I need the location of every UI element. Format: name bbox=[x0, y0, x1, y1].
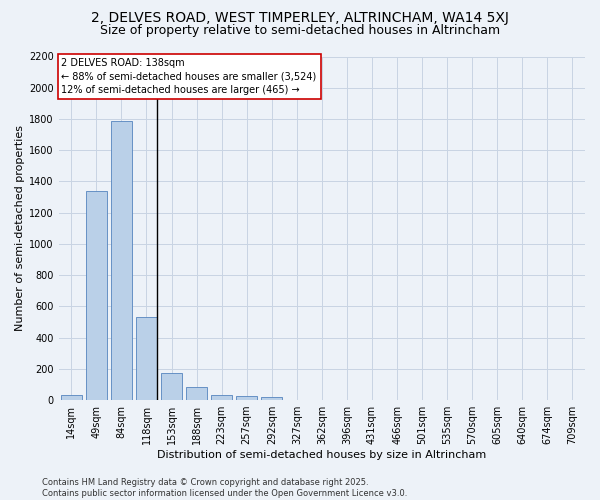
Bar bbox=[61, 396, 82, 400]
Bar bbox=[261, 398, 283, 400]
Bar bbox=[86, 191, 107, 400]
Bar bbox=[236, 396, 257, 400]
X-axis label: Distribution of semi-detached houses by size in Altrincham: Distribution of semi-detached houses by … bbox=[157, 450, 487, 460]
Text: Size of property relative to semi-detached houses in Altrincham: Size of property relative to semi-detach… bbox=[100, 24, 500, 37]
Text: Contains HM Land Registry data © Crown copyright and database right 2025.
Contai: Contains HM Land Registry data © Crown c… bbox=[42, 478, 407, 498]
Text: 2, DELVES ROAD, WEST TIMPERLEY, ALTRINCHAM, WA14 5XJ: 2, DELVES ROAD, WEST TIMPERLEY, ALTRINCH… bbox=[91, 11, 509, 25]
Text: 2 DELVES ROAD: 138sqm
← 88% of semi-detached houses are smaller (3,524)
12% of s: 2 DELVES ROAD: 138sqm ← 88% of semi-deta… bbox=[61, 58, 317, 94]
Bar bbox=[161, 373, 182, 400]
Bar bbox=[111, 120, 132, 400]
Bar bbox=[186, 388, 207, 400]
Bar bbox=[136, 316, 157, 400]
Bar bbox=[211, 395, 232, 400]
Y-axis label: Number of semi-detached properties: Number of semi-detached properties bbox=[15, 126, 25, 332]
